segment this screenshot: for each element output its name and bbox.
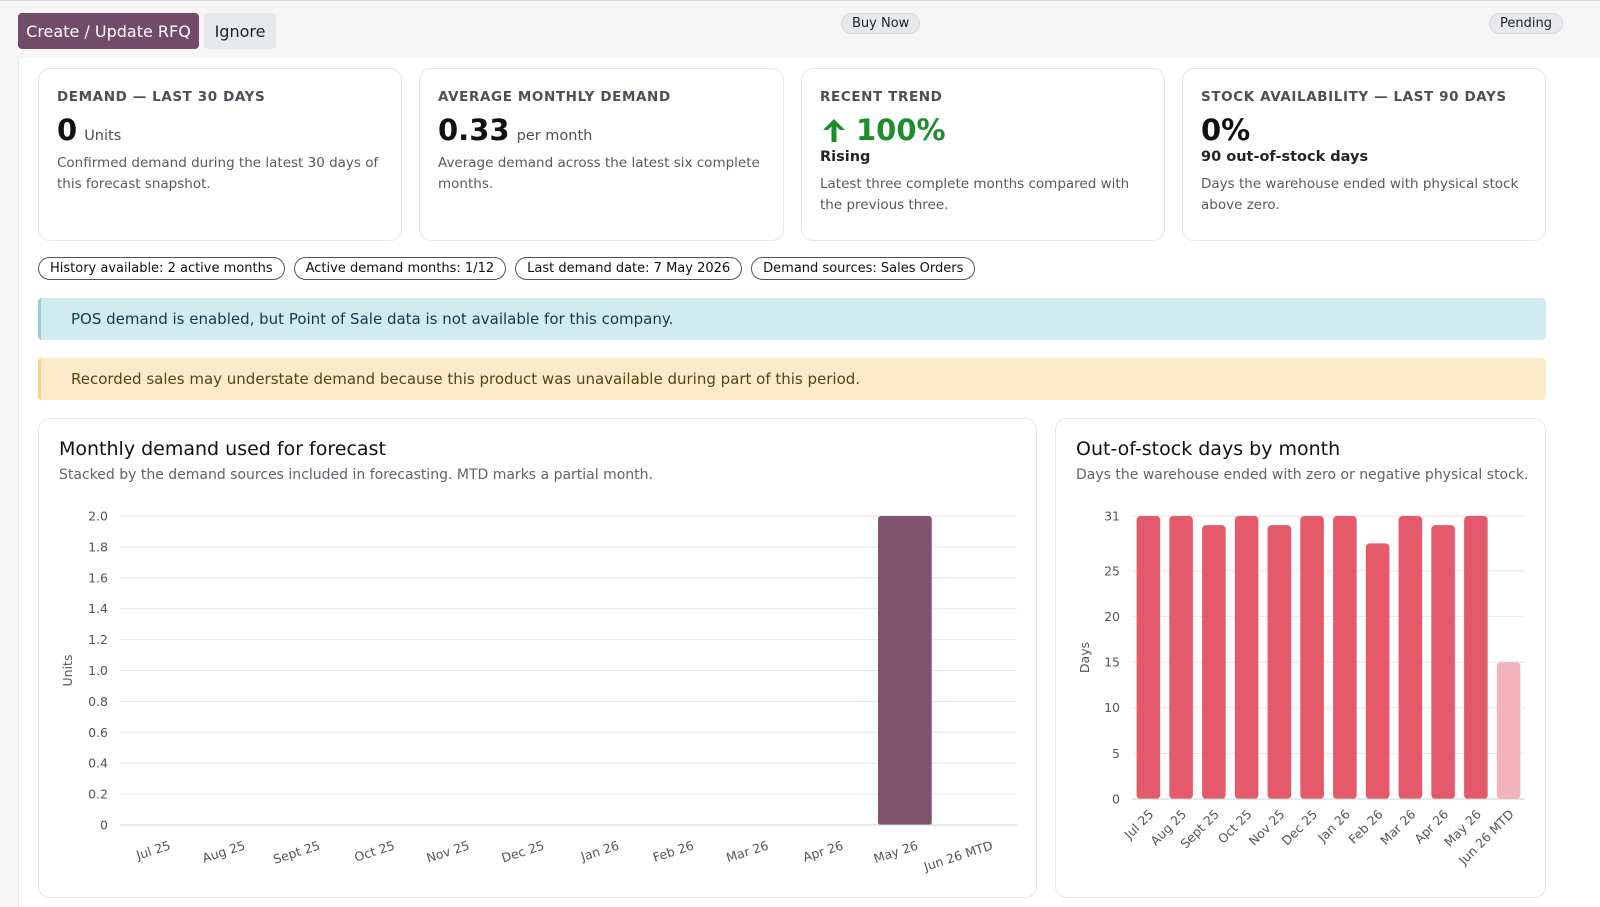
- stock-warning-alert: Recorded sales may understate demand bec…: [38, 358, 1546, 400]
- pos-info-alert: POS demand is enabled, but Point of Sale…: [38, 298, 1546, 340]
- y-tick-label: 15: [1104, 655, 1120, 670]
- chart-title: Monthly demand used for forecast: [59, 438, 386, 460]
- x-tick-label: Apr 26: [801, 838, 845, 865]
- card-description: Average demand across the latest six com…: [438, 155, 760, 192]
- bar[interactable]: [877, 516, 932, 825]
- x-tick-label: May 26: [872, 838, 920, 866]
- x-tick-label: Oct 25: [352, 838, 396, 865]
- y-axis-label: Units: [60, 655, 75, 687]
- card-description: Latest three complete months compared wi…: [820, 176, 1130, 213]
- out-of-stock-chart-card: Out-of-stock days by month Days the ware…: [1055, 418, 1546, 898]
- card-subtitle: 90 out-of-stock days: [1201, 149, 1369, 165]
- bar[interactable]: [1169, 516, 1193, 799]
- y-tick-label: 25: [1104, 563, 1120, 578]
- buy-now-badge[interactable]: Buy Now: [841, 13, 921, 34]
- card-demand-30-days: DEMAND — LAST 30 DAYS 0 Units Confirmed …: [38, 68, 402, 241]
- card-title: RECENT TREND: [820, 89, 943, 105]
- card-average-monthly-demand: AVERAGE MONTHLY DEMAND 0.33 per month Av…: [419, 68, 784, 241]
- y-tick-label: 0.6: [88, 725, 108, 740]
- x-tick-label: Mar 26: [724, 838, 770, 866]
- x-tick-label: Sept 25: [271, 838, 322, 867]
- chip-last-demand-date: Last demand date: 7 May 2026: [515, 257, 743, 280]
- chart-subtitle: Stacked by the demand sources included i…: [59, 467, 653, 483]
- chip-active-demand-months: Active demand months: 1/12: [293, 257, 507, 280]
- x-tick-label: Nov 25: [425, 838, 472, 866]
- x-tick-label: Jul 25: [133, 838, 172, 863]
- card-recent-trend: RECENT TREND 100% Rising Latest three co…: [801, 68, 1165, 241]
- monthly-demand-chart: 0 0.2 0.4 0.6 0.8 1.0 1.2 1.4 1.6 1.8 2.0 Units Jul …: [60, 509, 1017, 875]
- y-tick-label: 0.8: [88, 694, 108, 709]
- bar[interactable]: [1267, 525, 1292, 799]
- bar[interactable]: [1431, 525, 1455, 799]
- y-tick-label: 10: [1104, 700, 1120, 715]
- chart-title: Out-of-stock days by month: [1076, 438, 1341, 460]
- chip-history-available: History available: 2 active months: [38, 257, 285, 280]
- monthly-demand-chart-card: Monthly demand used for forecast Stacked…: [38, 418, 1037, 898]
- bar[interactable]: [1398, 516, 1423, 799]
- card-description: Confirmed demand during the latest 30 da…: [57, 155, 379, 192]
- card-unit: Units: [84, 128, 122, 144]
- create-update-rfq-button[interactable]: Create / Update RFQ: [18, 13, 199, 49]
- card-value: 0: [57, 113, 78, 147]
- bar[interactable]: [1496, 662, 1521, 799]
- y-axis-label: Days: [1077, 642, 1092, 673]
- card-description: Days the warehouse ended with physical s…: [1201, 176, 1519, 213]
- y-tick-label: 1.8: [88, 539, 108, 554]
- y-tick-label: 0.2: [88, 787, 108, 802]
- y-tick-label: 0: [100, 818, 108, 833]
- forecast-panel: DEMAND — LAST 30 DAYS 0 Units Confirmed …: [18, 58, 1600, 907]
- chip-demand-sources: Demand sources: Sales Orders: [751, 257, 976, 280]
- arrow-up-icon: [823, 119, 845, 142]
- y-tick-label: 1.4: [88, 601, 108, 616]
- info-chips: History available: 2 active months Activ…: [38, 257, 976, 280]
- bar[interactable]: [1333, 516, 1357, 799]
- card-title: DEMAND — LAST 30 DAYS: [57, 89, 266, 105]
- bar[interactable]: [1136, 516, 1161, 799]
- x-tick-label: Dec 25: [499, 838, 546, 866]
- card-title: AVERAGE MONTHLY DEMAND: [438, 89, 671, 105]
- y-tick-label: 2.0: [88, 509, 108, 524]
- chart-subtitle: Days the warehouse ended with zero or ne…: [1076, 467, 1529, 483]
- y-tick-label: 0.4: [88, 756, 108, 771]
- top-toolbar: Create / Update RFQ Ignore Buy Now Pendi…: [0, 0, 1600, 58]
- card-unit: per month: [516, 128, 593, 144]
- x-tick-label: Jan 26: [578, 838, 621, 865]
- y-tick-label: 5: [1112, 746, 1120, 761]
- x-tick-label: Aug 25: [200, 838, 247, 866]
- bar[interactable]: [1300, 516, 1324, 799]
- bar[interactable]: [1234, 516, 1259, 799]
- y-tick-label: 1.6: [88, 570, 108, 585]
- card-value: 100%: [856, 113, 946, 147]
- x-tick-label: Jun 26 MTD: [921, 838, 995, 875]
- x-tick-label: Mar 26: [1377, 806, 1418, 847]
- card-subtitle: Rising: [820, 149, 871, 165]
- ignore-button[interactable]: Ignore: [204, 13, 276, 49]
- x-tick-label: Dec 25: [1278, 807, 1320, 849]
- card-value: 0%: [1201, 113, 1251, 147]
- x-tick-label: Nov 25: [1246, 807, 1288, 849]
- card-value: 0.33: [438, 113, 510, 147]
- status-badge-pending: Pending: [1489, 13, 1563, 34]
- bar[interactable]: [1464, 516, 1488, 799]
- x-tick-label: Feb 26: [651, 838, 696, 865]
- card-stock-availability: STOCK AVAILABILITY — LAST 90 DAYS 0% 90 …: [1182, 68, 1546, 241]
- y-tick-label: 20: [1104, 609, 1120, 624]
- y-tick-label: 0: [1112, 792, 1120, 807]
- y-tick-label: 31: [1104, 509, 1120, 524]
- bar[interactable]: [1202, 525, 1226, 799]
- y-tick-label: 1.2: [88, 632, 108, 647]
- x-tick-label: Jan 26: [1314, 806, 1353, 845]
- y-tick-label: 1.0: [88, 663, 108, 678]
- bar[interactable]: [1365, 543, 1390, 799]
- card-title: STOCK AVAILABILITY — LAST 90 DAYS: [1201, 89, 1507, 105]
